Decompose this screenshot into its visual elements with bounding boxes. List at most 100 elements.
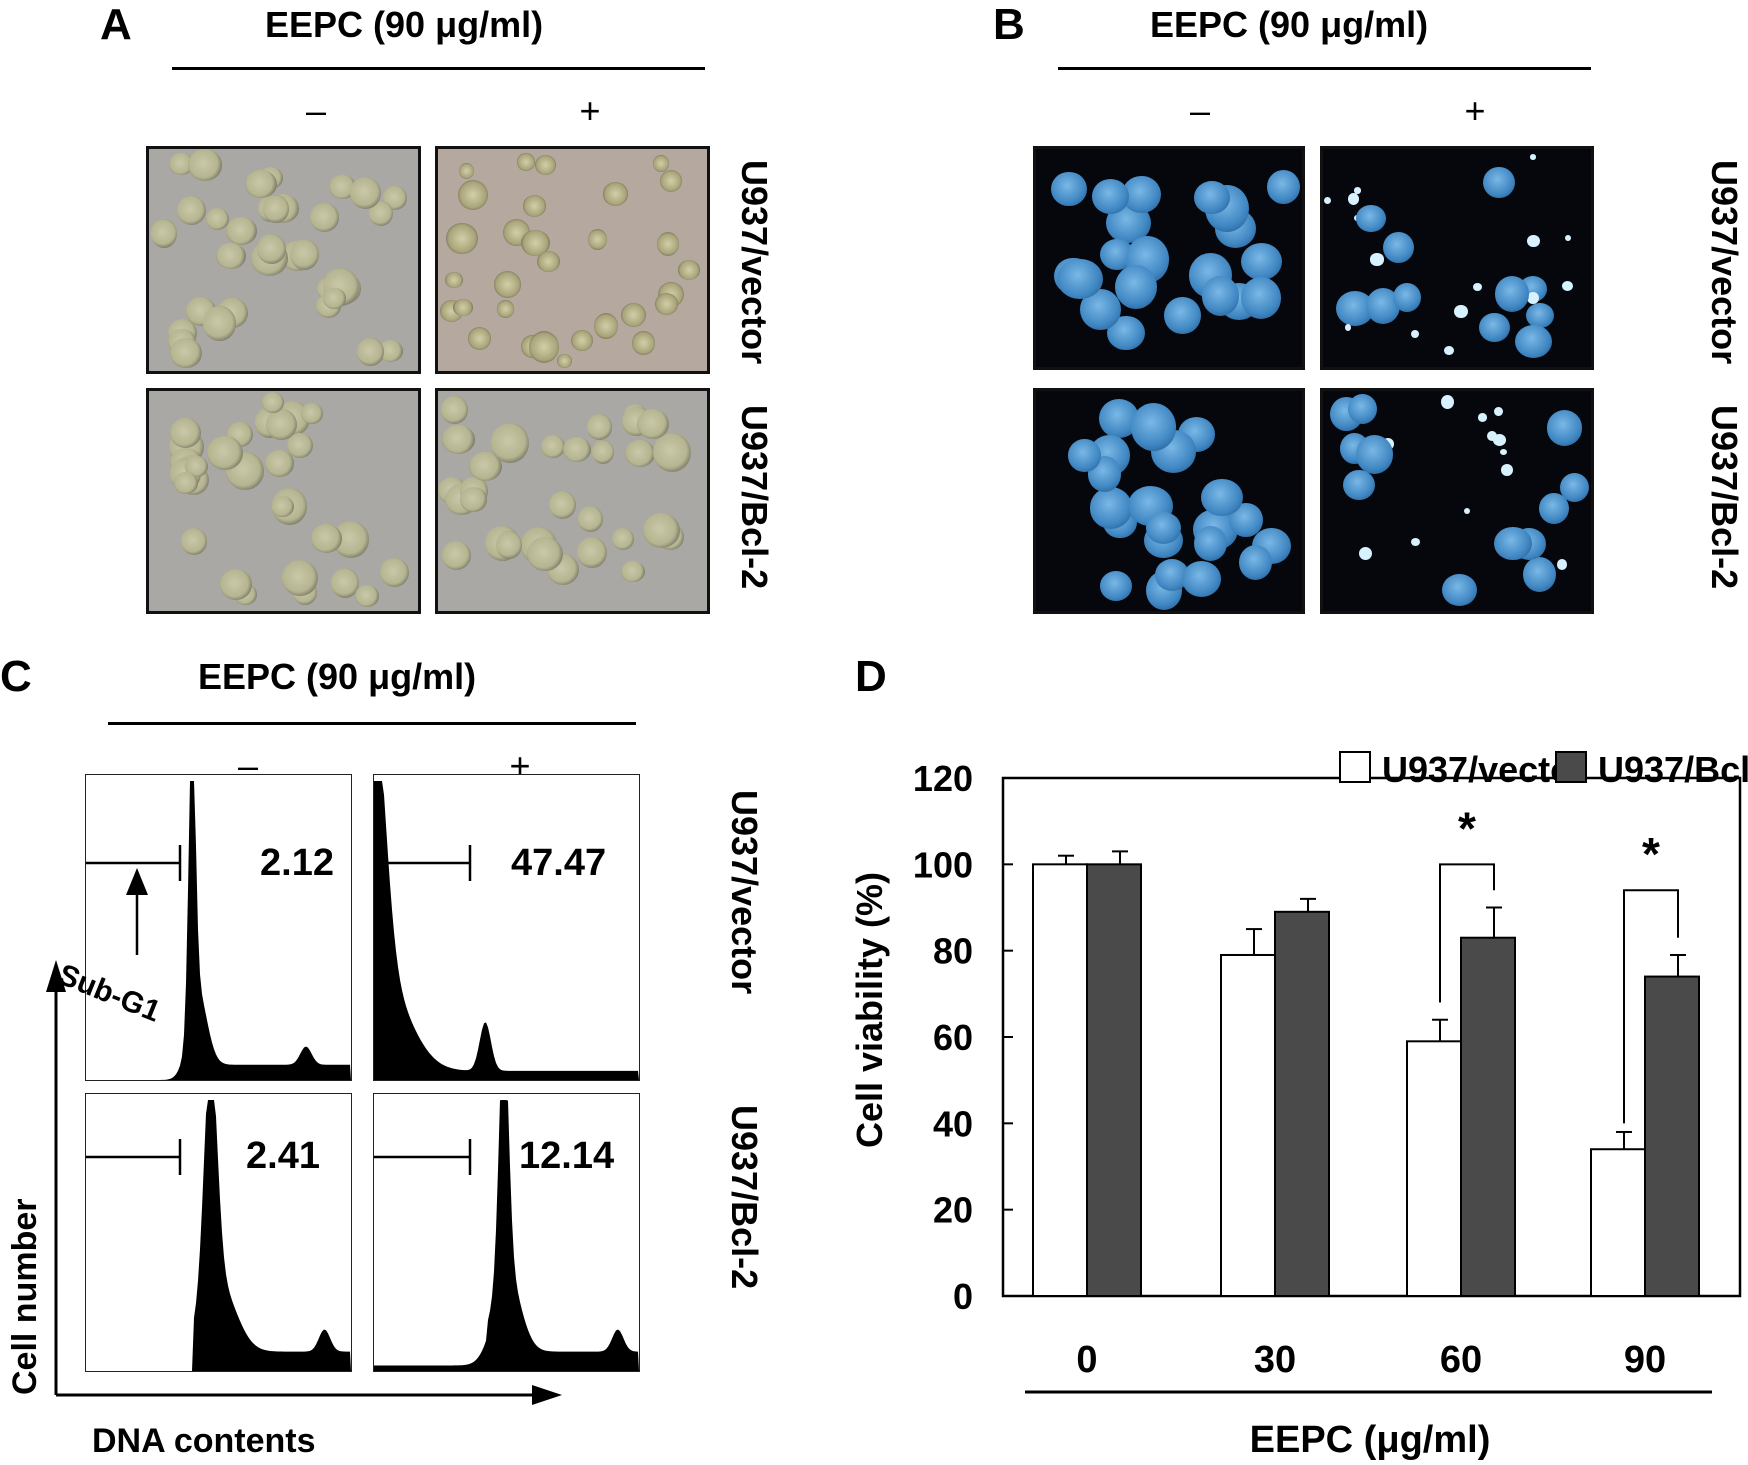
- cell-shape: [1194, 526, 1228, 561]
- cell-shape: [1051, 171, 1087, 207]
- cell-shape: [587, 229, 607, 250]
- dna-contents-axis-arrow: [532, 1385, 562, 1405]
- cell-shape: [1201, 276, 1240, 316]
- cell-shape: [537, 250, 560, 272]
- y-tick-label-80: 80: [933, 931, 973, 972]
- x-axis-label: EEPC (μg/ml): [1250, 1419, 1491, 1461]
- bar-U937/vector-90: [1590, 1148, 1646, 1297]
- cell-shape: [187, 149, 223, 181]
- y-tick-label-100: 100: [913, 844, 973, 885]
- y-tick-label-20: 20: [933, 1190, 973, 1231]
- cell-shape: [1526, 234, 1540, 248]
- cell-shape: [170, 337, 202, 369]
- panel-c-xlabel: DNA contents: [92, 1422, 316, 1460]
- x-tick-label-60: 60: [1440, 1339, 1482, 1381]
- panel-a-treatment-line: [172, 67, 705, 70]
- cell-shape: [1201, 478, 1243, 517]
- cell-shape: [176, 195, 207, 226]
- micrograph-a-bcl2-untreated: [146, 388, 421, 614]
- cell-shape: [215, 242, 246, 270]
- cell-shape: [226, 217, 257, 245]
- cell-shape: [244, 169, 277, 199]
- legend-swatch-U937/vector: [1339, 751, 1371, 783]
- cell-shape: [1342, 469, 1375, 500]
- histogram-bcl2-treated: [373, 1093, 640, 1372]
- cell-shape: [577, 506, 603, 532]
- cell-shape: [310, 203, 340, 232]
- cell-shape: [265, 408, 298, 441]
- micrograph-b-vector-untreated: [1033, 146, 1305, 370]
- significance-bracket-60: [1439, 863, 1495, 1003]
- cell-shape: [517, 153, 535, 171]
- subg1-value-vector-untreated: 2.12: [260, 842, 334, 884]
- cell-shape: [1383, 232, 1415, 264]
- cell-shape: [1526, 291, 1539, 305]
- cell-shape: [354, 585, 380, 608]
- cell-shape: [1240, 277, 1281, 319]
- cell-shape: [586, 414, 613, 440]
- cell-shape: [491, 423, 529, 463]
- cell-shape: [529, 330, 560, 363]
- cell-shape: [205, 207, 229, 230]
- y-tick-label-0: 0: [953, 1276, 973, 1317]
- histogram-trace-bcl2-treated: [374, 1100, 639, 1371]
- cell-shape: [493, 271, 521, 298]
- bar-U937/Bcl-2-60: [1460, 936, 1516, 1297]
- cell-shape: [1494, 275, 1530, 312]
- cell-shape: [459, 163, 475, 180]
- cell-shape: [442, 541, 472, 570]
- cell-shape: [631, 331, 655, 355]
- cell-shape: [257, 233, 287, 265]
- cell-shape: [540, 435, 565, 459]
- cell-shape: [1526, 302, 1554, 328]
- cell-shape: [660, 169, 683, 192]
- cell-shape: [1358, 546, 1372, 560]
- subg1-value-bcl2-treated: 12.14: [519, 1135, 615, 1177]
- panel-a-plus: +: [579, 90, 601, 131]
- cell-shape: [620, 302, 647, 328]
- histogram-trace-vector-treated: [374, 781, 639, 1080]
- cell-shape: [637, 408, 670, 440]
- y-tick-label-120: 120: [913, 758, 973, 799]
- cell-shape: [1164, 296, 1201, 335]
- cell-shape: [289, 239, 320, 271]
- cell-shape: [1444, 345, 1454, 355]
- cell-shape: [1356, 435, 1394, 474]
- cell-shape: [1494, 526, 1532, 561]
- bar-U937/vector-60: [1406, 1040, 1462, 1297]
- panel-c-plus: +: [509, 745, 531, 786]
- histogram-bcl2-untreated: [85, 1093, 352, 1372]
- cell-shape: [1454, 305, 1468, 319]
- subg1-value-vector-treated: 47.47: [511, 842, 607, 884]
- x-tick-label-0: 0: [1076, 1339, 1097, 1381]
- cell-shape: [571, 330, 594, 352]
- cell-shape: [1565, 234, 1572, 241]
- cell-shape: [1441, 573, 1477, 607]
- panel-b-minus: –: [1189, 90, 1211, 131]
- cell-shape: [264, 449, 295, 477]
- cell-shape: [620, 561, 645, 583]
- panel-b-treatment-line: [1058, 67, 1591, 70]
- x-tick-label-90: 90: [1624, 1339, 1666, 1381]
- panel-a-treatment: EEPC (90 μg/ml): [265, 4, 544, 45]
- cell-shape: [642, 512, 680, 548]
- cell-shape: [1482, 166, 1515, 198]
- cell-shape: [678, 260, 701, 280]
- panel-c-treatment: EEPC (90 μg/ml): [198, 656, 477, 697]
- significance-mark-90: *: [1642, 828, 1660, 880]
- cell-shape: [1500, 449, 1508, 456]
- panel-c-minus: –: [237, 745, 259, 786]
- cell-shape: [350, 176, 381, 209]
- micrograph-b-vector-treated: [1320, 146, 1594, 370]
- cell-shape: [1145, 512, 1182, 545]
- cell-shape: [527, 536, 564, 572]
- cell-shape: [1323, 196, 1332, 205]
- cell-shape: [1515, 325, 1553, 359]
- cell-shape: [1477, 413, 1487, 422]
- cell-shape: [1356, 204, 1386, 232]
- cell-shape: [577, 537, 608, 569]
- cell-shape: [1130, 402, 1177, 451]
- cell-shape: [496, 531, 523, 559]
- cell-shape: [1530, 154, 1537, 160]
